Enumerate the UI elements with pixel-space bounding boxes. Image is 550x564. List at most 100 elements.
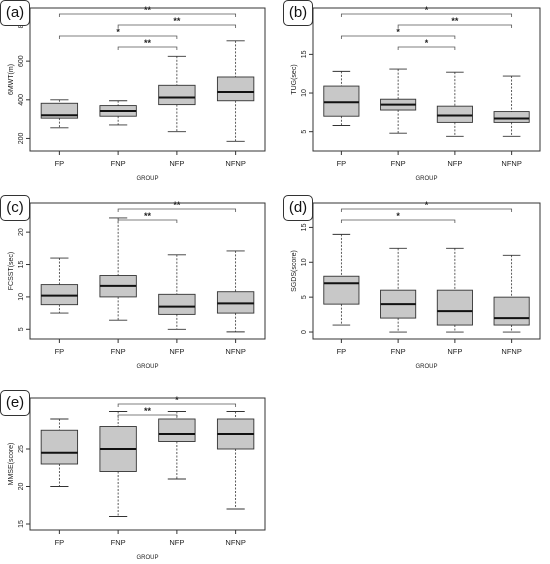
y-axis-label: MMSE(score): [8, 443, 15, 486]
significance-label: **: [144, 211, 152, 221]
significance-label: *: [396, 211, 400, 221]
box: [158, 418, 196, 442]
significance-label: **: [173, 200, 181, 210]
boxplot-chart: 2004006008006MWT(m)FPFNPNFPNFNPGROUP****…: [8, 5, 266, 182]
y-axis-label: 6MWT(m): [8, 64, 15, 95]
x-tick-label: FP: [337, 347, 347, 356]
y-tick-label: 10: [301, 258, 308, 266]
significance-bracket: [117, 403, 237, 407]
x-tick-label: NFNP: [225, 347, 245, 356]
boxplot-chart: 5 10 15 20 FCSST(sec) FP FNP NFP NFNP GROUP ** **: [8, 200, 266, 370]
box: [436, 105, 473, 123]
panel-label: (a): [0, 0, 30, 26]
plot-frame: [312, 202, 541, 340]
plot-frame: [29, 202, 266, 340]
panel-label: (b): [283, 0, 313, 26]
significance-label: *: [425, 200, 429, 210]
significance-bracket: [58, 35, 178, 39]
y-tick-label: 5: [301, 295, 308, 299]
x-tick-label: FP: [337, 159, 347, 168]
significance-bracket: [117, 208, 237, 212]
x-tick-label: NFP: [447, 159, 462, 168]
significance-label: **: [144, 5, 152, 15]
significance-label: **: [144, 38, 152, 48]
x-tick-label: NFNP: [501, 159, 521, 168]
box: [158, 84, 196, 106]
significance-label: **: [173, 16, 181, 26]
x-tick-label: NFP: [169, 538, 184, 547]
significance-label: **: [144, 406, 152, 416]
significance-bracket: [117, 219, 178, 223]
y-tick-label: 5: [301, 130, 308, 134]
y-tick-label: 10: [301, 89, 308, 97]
panel-label: (d): [283, 195, 313, 221]
x-tick-label: FNP: [391, 159, 406, 168]
x-tick-label: NFNP: [501, 347, 521, 356]
boxplot-chart: 0 5 10 15 SGDS(score) FP FNP NFP NFNP GROUP * *: [291, 200, 541, 370]
significance-bracket: [340, 219, 456, 223]
x-axis-label: GROUP: [415, 364, 437, 370]
plot-frame: [29, 7, 266, 152]
plot-frame: [312, 7, 541, 152]
box: [493, 296, 530, 326]
significance-label: *: [396, 27, 400, 37]
significance-label: *: [425, 5, 429, 15]
panel-d: (d) 0 5 10 15 SGDS(score) FP FNP NFP NFNP GROUP * *: [283, 195, 550, 373]
y-axis-label: TUG(sec): [291, 64, 298, 94]
y-tick-label: 10: [18, 293, 25, 301]
y-axis-label: SGDS(score): [291, 250, 298, 292]
significance-label: *: [425, 38, 429, 48]
panel-e: (e) 15202530MMSE(score)FPFNPNFPNFNPGROUP…: [0, 390, 275, 564]
significance-bracket: [117, 46, 178, 50]
y-tick-label: 200: [18, 132, 25, 144]
x-tick-label: FNP: [111, 538, 126, 547]
significance-bracket: [340, 13, 513, 17]
panel-b: (b) 5101520TUG(sec)FPFNPNFPNFNPGROUP****…: [283, 0, 550, 185]
box: [40, 429, 79, 465]
x-tick-label: NFNP: [225, 538, 245, 547]
plot-frame: [29, 397, 266, 531]
panel-a: (a) 2004006008006MWT(m)FPFNPNFPNFNPGROUP…: [0, 0, 275, 185]
x-axis-label: GROUP: [136, 364, 158, 370]
box: [158, 293, 196, 315]
box: [323, 85, 360, 117]
x-tick-label: NFP: [447, 347, 462, 356]
significance-bracket: [340, 35, 456, 39]
y-tick-label: 20: [18, 483, 25, 491]
significance-bracket: [340, 208, 513, 212]
x-axis-label: GROUP: [415, 176, 437, 182]
box: [323, 275, 360, 305]
significance-bracket: [117, 414, 178, 418]
box: [493, 111, 530, 123]
x-tick-label: NFP: [169, 159, 184, 168]
x-tick-label: FNP: [111, 159, 126, 168]
significance-bracket: [397, 46, 456, 50]
y-tick-label: 600: [18, 55, 25, 67]
panel-label: (e): [0, 390, 30, 416]
y-tick-label: 400: [18, 94, 25, 106]
x-tick-label: FP: [55, 159, 65, 168]
y-tick-label: 15: [18, 520, 25, 528]
x-tick-label: FP: [55, 347, 65, 356]
panel-c: (c) 5 10 15 20 FCSST(sec) FP FNP NFP NFNP GROUP **…: [0, 195, 275, 373]
y-tick-label: 15: [301, 223, 308, 231]
box: [436, 289, 473, 326]
y-tick-label: 25: [18, 445, 25, 453]
x-axis-label: GROUP: [136, 176, 158, 182]
x-tick-label: FP: [55, 538, 65, 547]
x-tick-label: FNP: [391, 347, 406, 356]
y-tick-label: 15: [301, 50, 308, 58]
significance-label: *: [175, 395, 179, 405]
x-tick-label: NFNP: [225, 159, 245, 168]
significance-bracket: [117, 24, 237, 28]
y-tick-label: 5: [18, 327, 25, 331]
box: [216, 76, 255, 102]
x-tick-label: NFP: [169, 347, 184, 356]
panel-label: (c): [0, 195, 30, 221]
significance-label: **: [451, 16, 459, 26]
y-axis-label: FCSST(sec): [8, 252, 15, 291]
x-axis-label: GROUP: [136, 555, 158, 561]
x-tick-label: FNP: [111, 347, 126, 356]
